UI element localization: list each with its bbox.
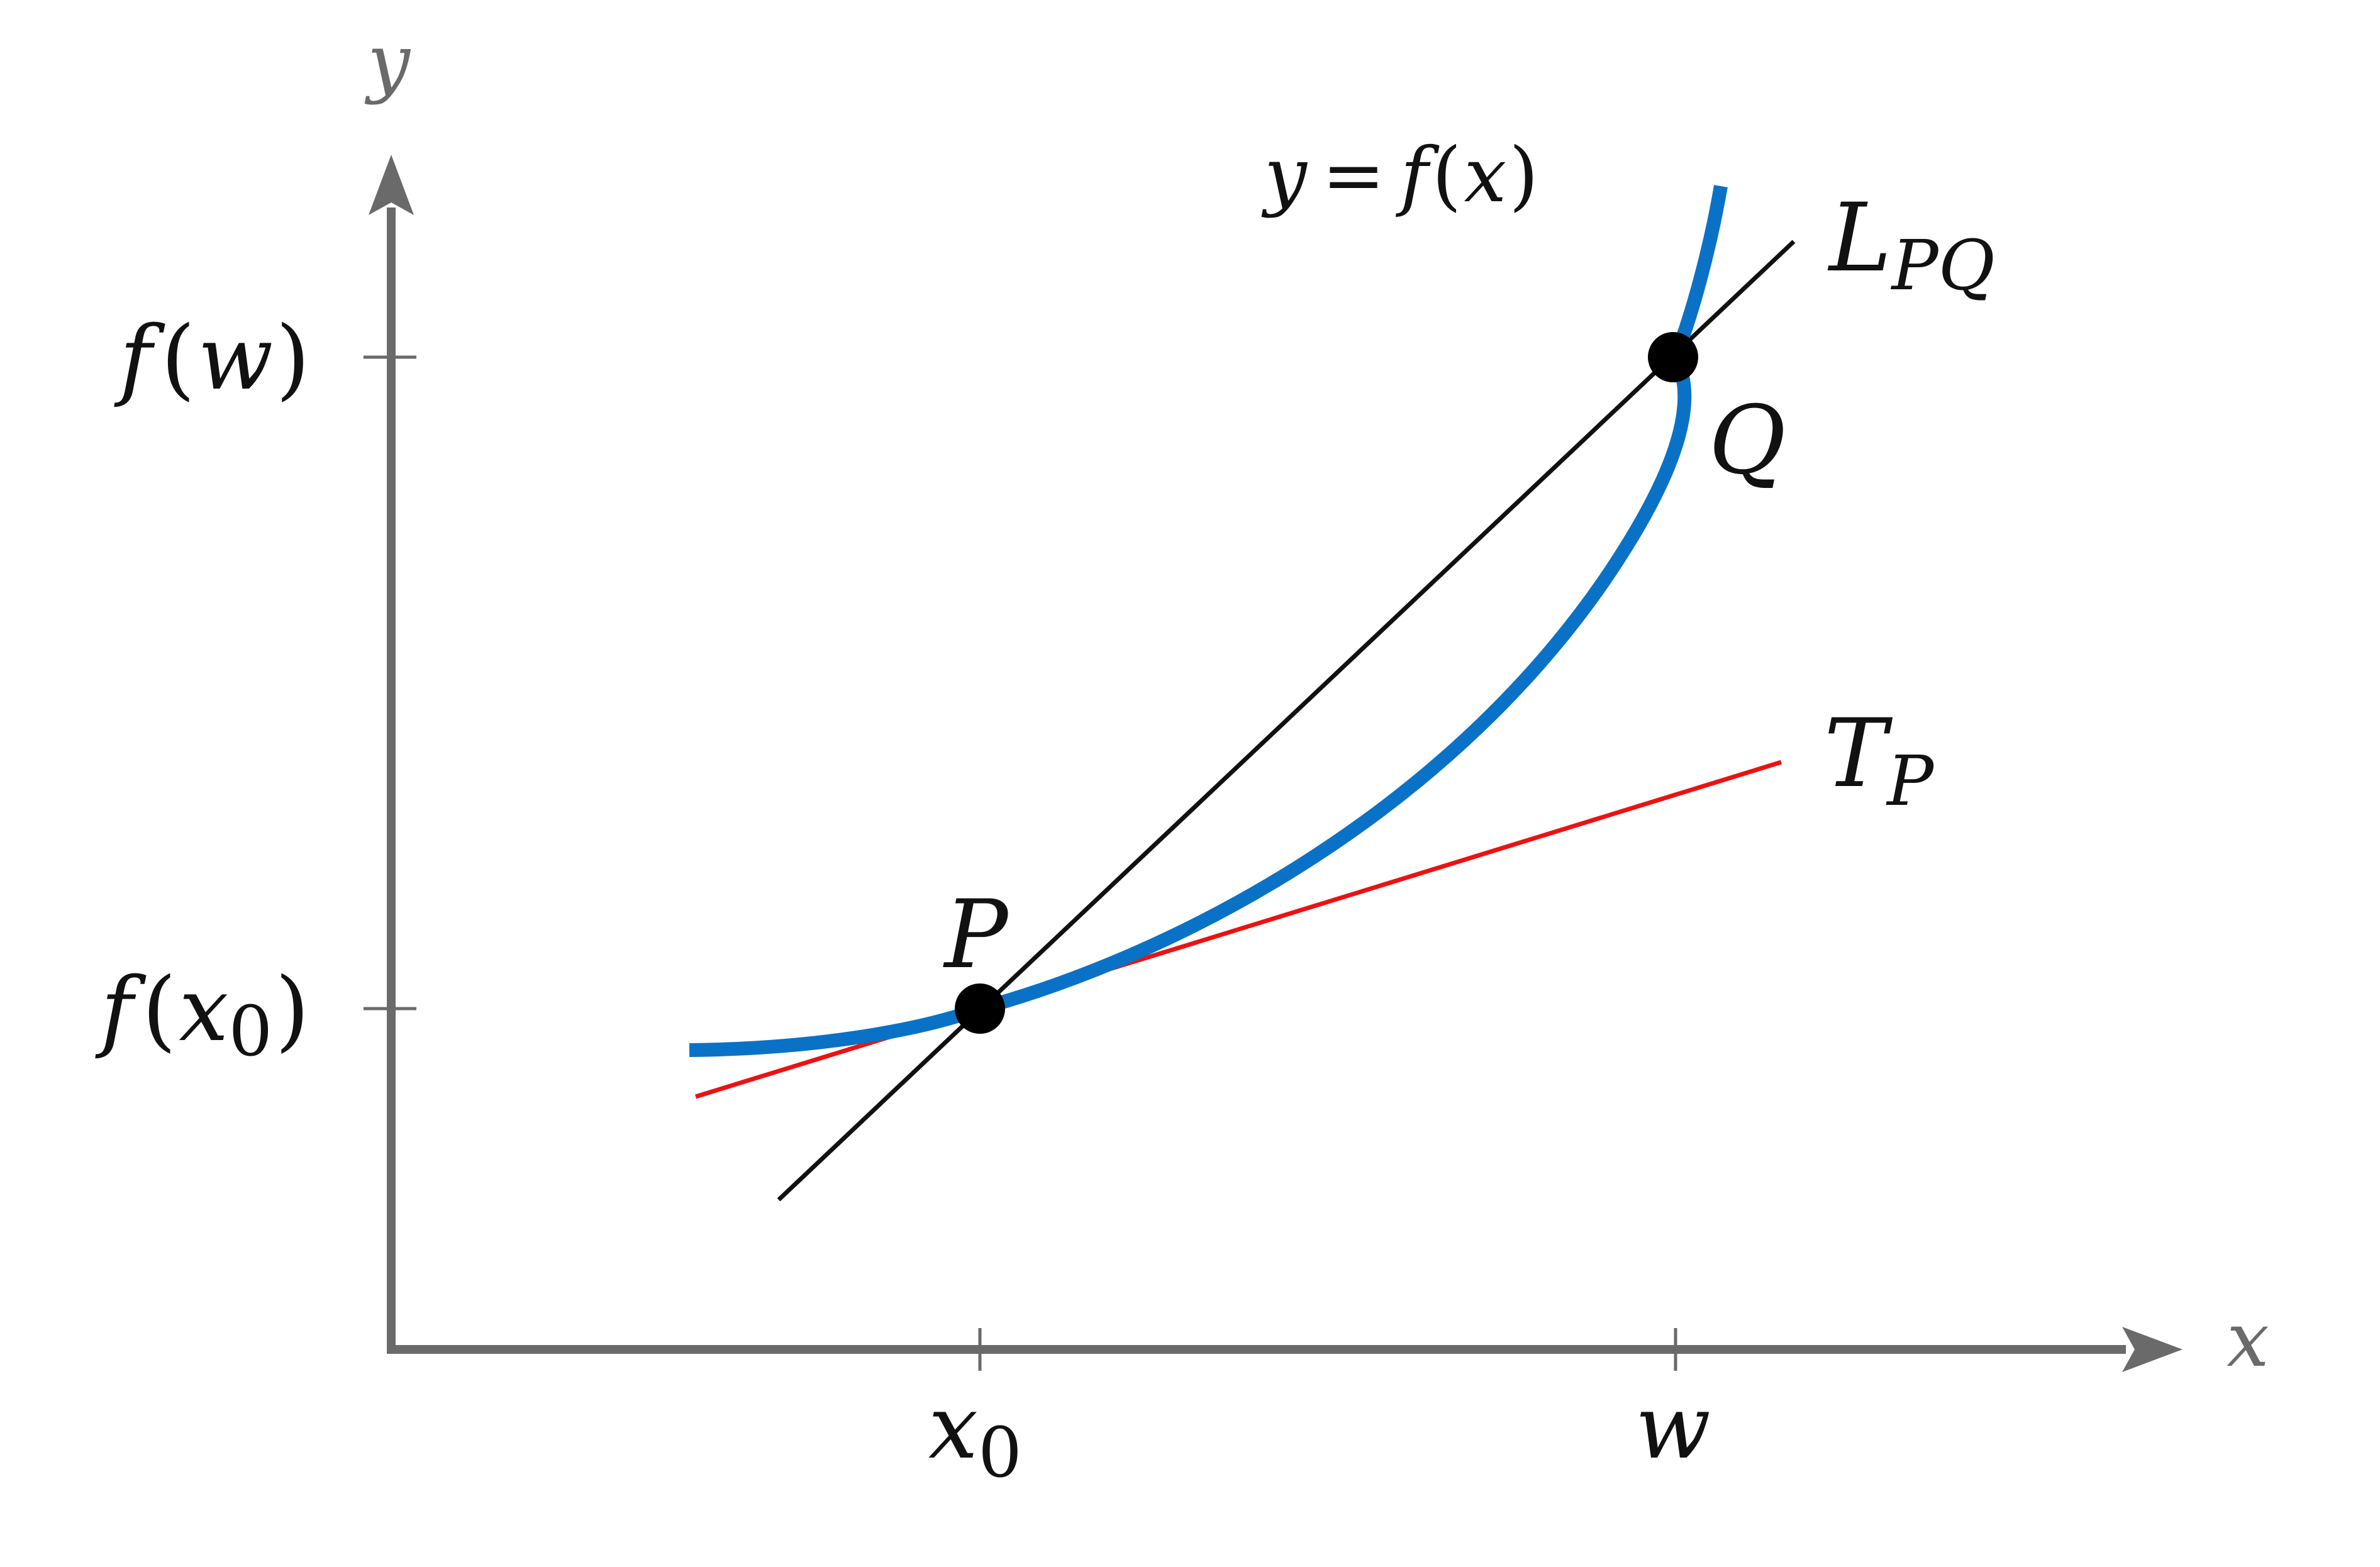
axes: y x — [364, 19, 2269, 1384]
y-tick-label-fw: f (w) — [114, 307, 310, 410]
point-p-dot — [955, 983, 1005, 1034]
x-tick-label-x0: x0 — [928, 1376, 1022, 1493]
x-axis-arrowhead — [2122, 1327, 2183, 1372]
secant-line — [777, 240, 1796, 1202]
x-axis-label: x — [2227, 1297, 2269, 1384]
plot — [689, 185, 1796, 1202]
function-curve — [689, 185, 1728, 1057]
tangent-label: TP — [1824, 699, 1935, 821]
secant-label: LPQ — [1827, 184, 1995, 306]
tangent-line — [694, 760, 1782, 1099]
point-q-dot — [1648, 332, 1698, 382]
y-axis-arrowhead — [369, 155, 414, 215]
x-tick-label-w: w — [1635, 1376, 1711, 1479]
curve-label: y = f(x) — [1261, 132, 1538, 219]
point-p-label: P — [943, 880, 1010, 990]
points: P Q — [943, 332, 1786, 1034]
y-tick-label-fx0: f (x0) — [95, 959, 309, 1071]
y-axis-label: y — [364, 19, 411, 106]
point-q-label: Q — [1709, 386, 1786, 496]
